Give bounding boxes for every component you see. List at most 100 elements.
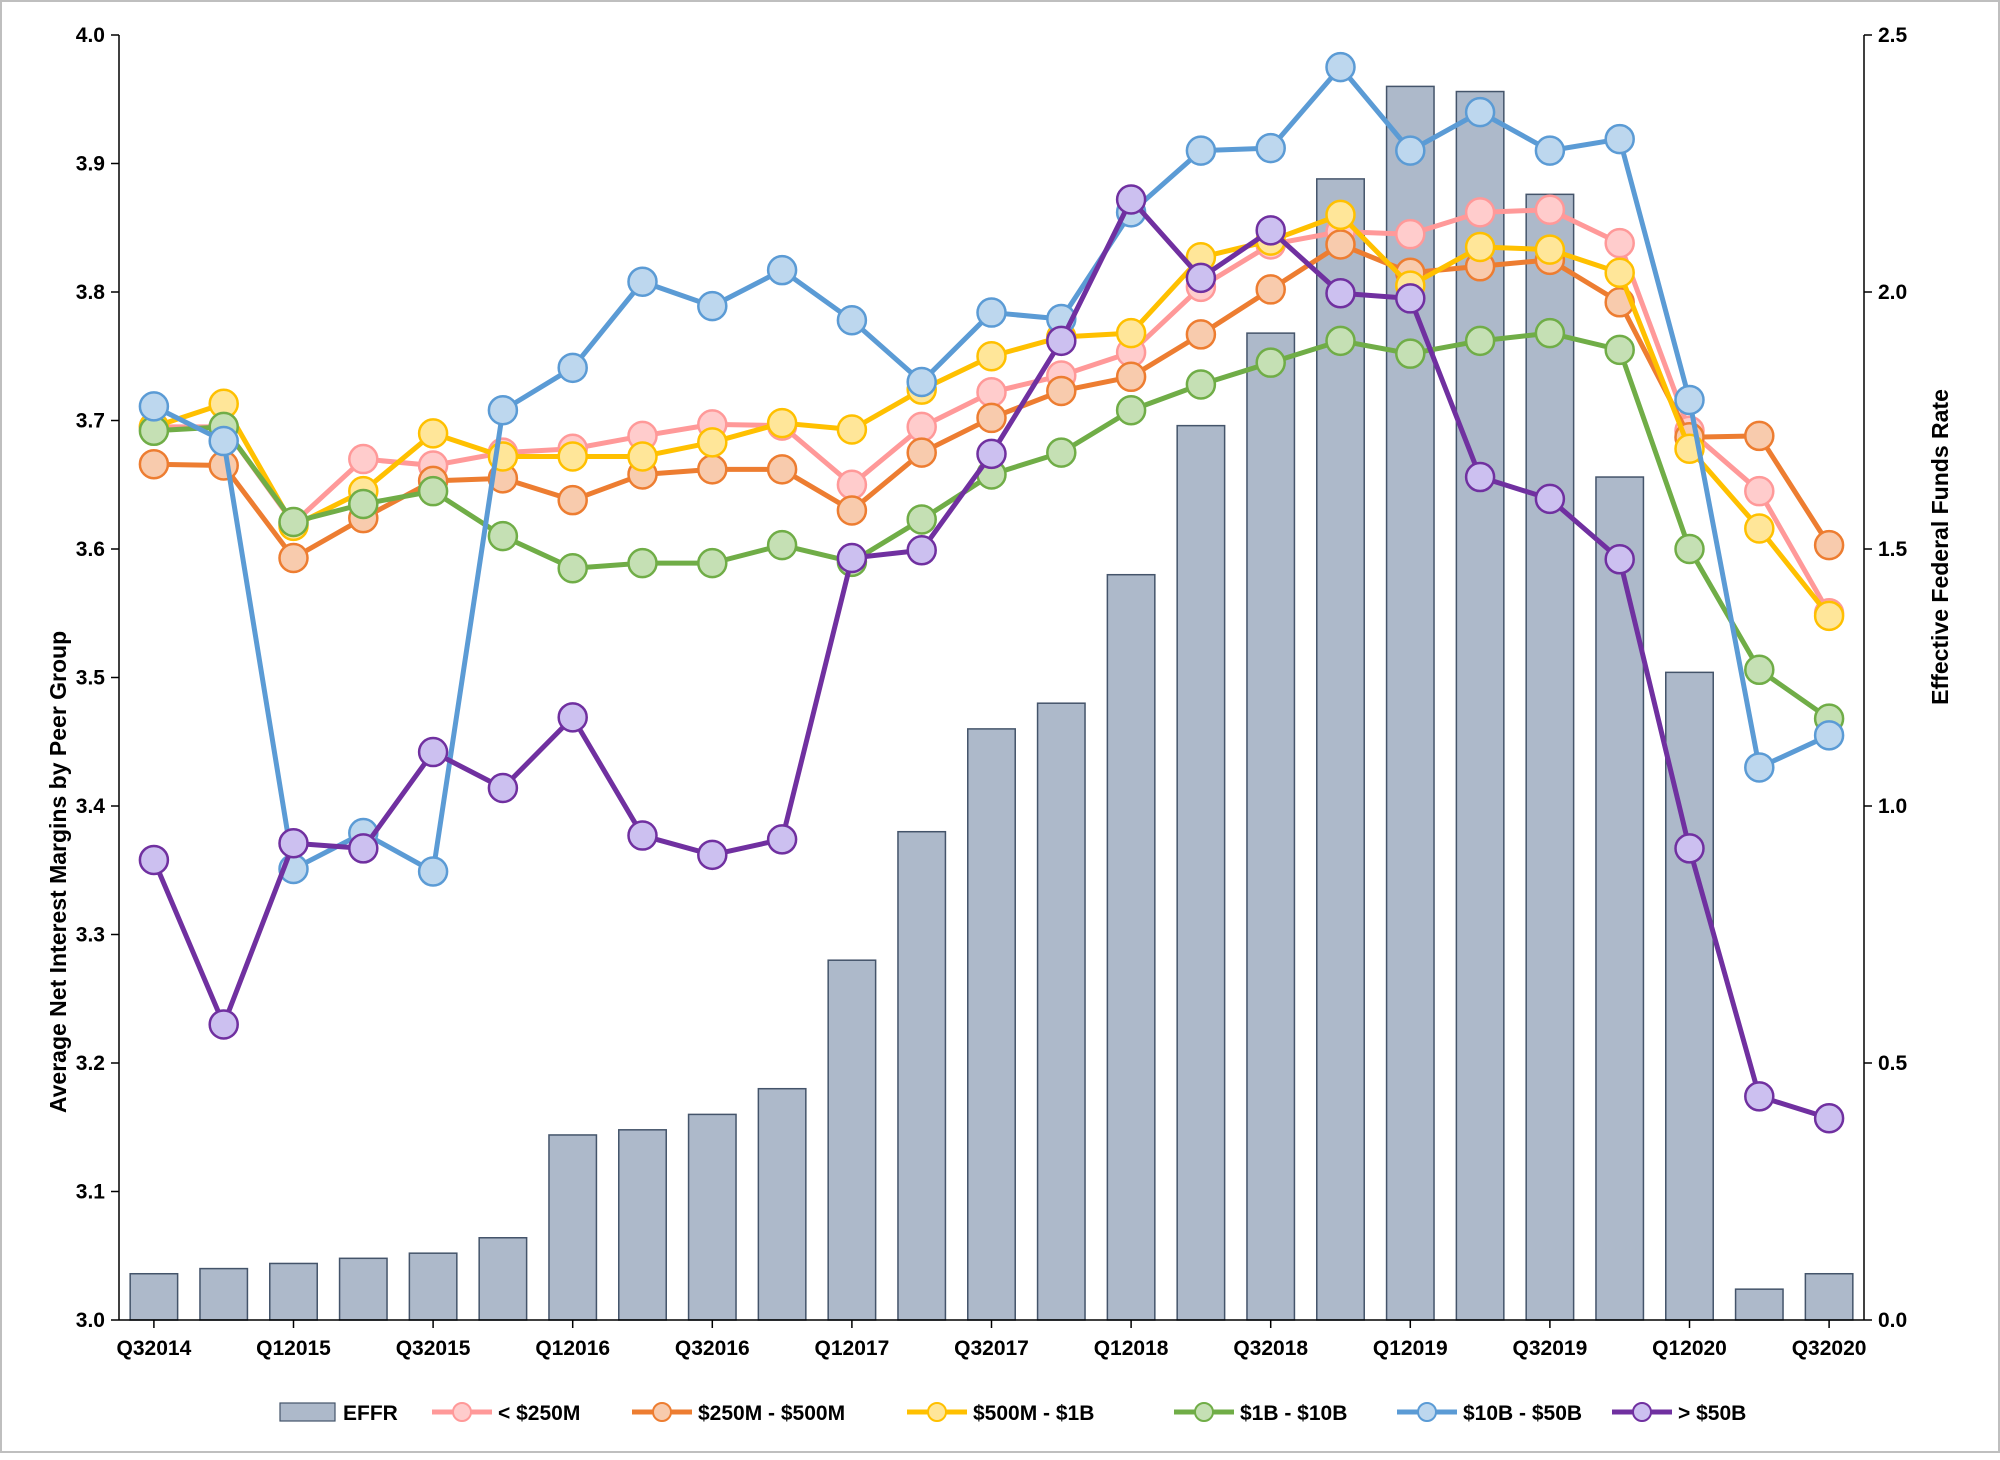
legend-item: $1B - $10B [1174,1402,1347,1425]
series-point [766,454,798,485]
y2-tick-label: 1.5 [1878,538,1908,561]
series-point [1813,600,1845,632]
series-point [906,411,937,443]
series-point [1325,229,1356,260]
series-point [766,824,798,855]
effr-bar [897,830,947,1321]
series-point [836,542,868,574]
x-tick-label: Q12015 [256,1337,331,1360]
legend-label: EFFR [343,1402,398,1425]
y-axis-title: Average Net Interest Margins by Peer Gro… [45,631,71,1113]
series-point [627,820,658,851]
series-point [1534,194,1566,226]
series-point [348,443,379,475]
legend-item: > $50B [1612,1402,1746,1425]
series-point [1255,347,1286,378]
series-point [1325,325,1356,357]
series-point [836,305,868,336]
y-tick-label: 3.6 [76,538,105,561]
effr-bar [199,1267,249,1321]
series-point [417,418,449,449]
effr-bar [827,959,877,1321]
legend-label: < $250M [498,1402,580,1425]
effr-bar [757,1087,807,1321]
series-point [417,475,449,507]
series-point [487,520,519,552]
y2-tick-label: 1.0 [1878,795,1907,818]
series-point [906,535,937,566]
series-point [627,266,658,297]
effr-bar [269,1262,318,1321]
series-point [1395,283,1426,314]
series-point [278,542,309,574]
effr-bar [338,1257,388,1321]
series-point [697,290,728,322]
series-point [1046,325,1077,357]
series-point [1744,654,1775,686]
series-point [1464,461,1496,493]
axes: 3.0 3.1 3.2 3.3 3.4 3.5 3.6 3.7 3.8 3.9 4.0 0.0 0.5 1… [76,24,1908,1360]
x-tick-label: Q32016 [675,1337,750,1360]
y-tick-label: 3.4 [76,795,106,818]
series-point [1604,334,1635,366]
effr-bar [1176,424,1226,1321]
series-point [697,427,728,458]
series-point [627,547,658,579]
series-point [1744,420,1775,452]
series-point [1604,227,1635,259]
series-point [348,488,379,520]
y-tick-label: 3.7 [76,410,105,433]
series-point [697,454,728,485]
series-point [278,828,309,859]
series-point [1115,394,1147,426]
effr-bar [548,1134,598,1321]
effr-bars [129,85,1854,1321]
series-point [1115,184,1147,215]
series-point [1604,544,1635,575]
legend-marker [1632,1402,1652,1422]
series-point [278,506,309,538]
series-point [1813,720,1845,751]
series-point [557,702,588,733]
series-point [1255,132,1286,164]
series-point [1185,262,1217,294]
x-tick-label: Q32015 [396,1337,471,1360]
series-point [627,441,658,472]
series-point [1185,135,1217,166]
series-point [906,366,937,398]
series-point [906,437,937,468]
x-tick-label: Q32017 [954,1337,1029,1360]
series-point [1325,199,1356,231]
series-point [1534,135,1566,166]
effr-bar [967,728,1016,1321]
x-tick-label: Q12017 [815,1337,890,1360]
y2-axis-title: Effective Federal Funds Rate [1927,389,1953,705]
series-point [906,504,937,535]
series-point [1674,833,1705,864]
x-tick-label: Q12016 [535,1337,610,1360]
series-point [208,1009,239,1040]
series-point [1534,483,1566,515]
series-point [487,394,519,426]
series-point [1395,218,1426,250]
series-point [557,484,588,516]
series-point [1464,197,1496,228]
legend-item: $10B - $50B [1397,1402,1582,1425]
legend-marker [1194,1402,1214,1422]
effr-bar [1525,193,1575,1321]
legend-bar-swatch [279,1402,336,1422]
series-point [1744,475,1775,507]
series-point [1115,317,1147,349]
legend-label: $500M - $1B [973,1402,1094,1425]
legend-item: $500M - $1B [907,1402,1094,1425]
y-tick-label: 3.8 [76,281,106,304]
legend-label: $1B - $10B [1240,1402,1347,1425]
series-point [348,833,379,864]
series-point [1464,96,1496,128]
y2-tick-label: 0.0 [1878,1309,1907,1332]
series-point [1464,231,1496,263]
x-tick-label: Q12019 [1373,1337,1448,1360]
series-point [766,407,798,439]
series-point [1325,278,1356,309]
